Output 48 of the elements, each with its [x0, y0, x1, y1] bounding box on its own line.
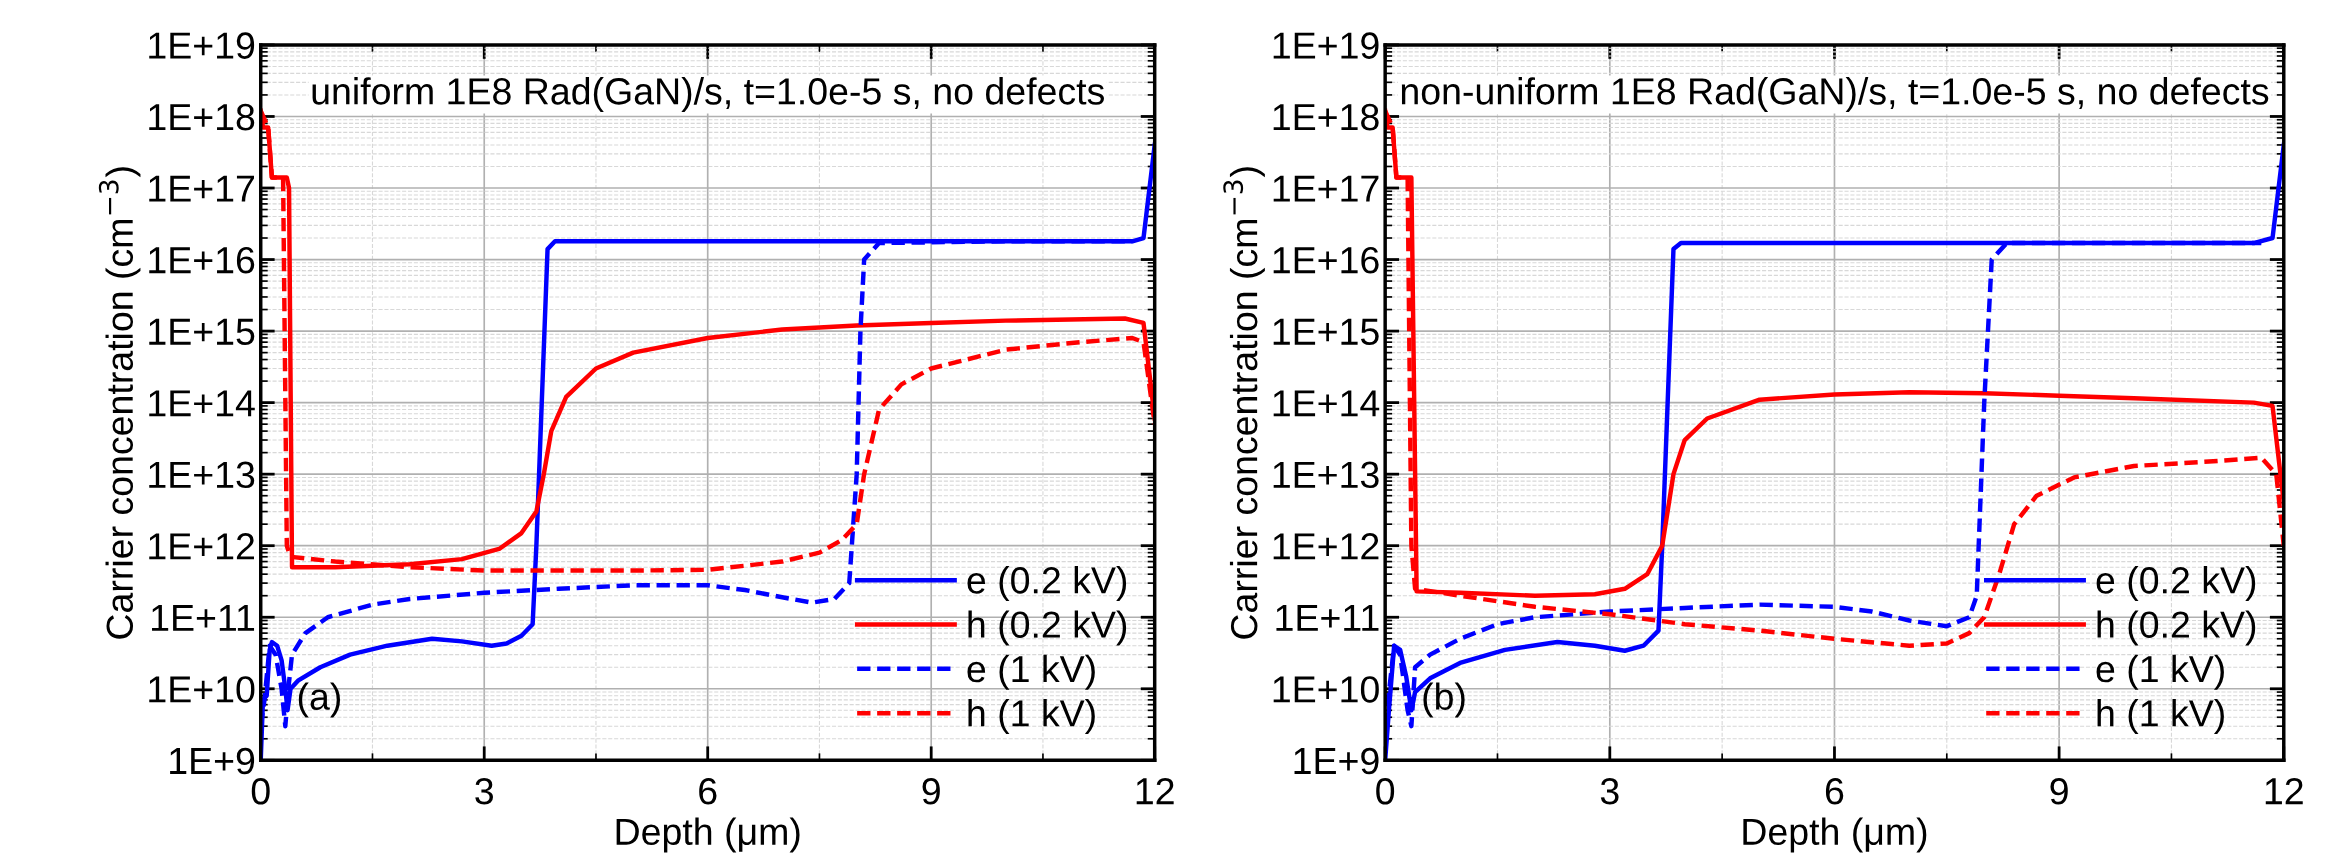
legend-label: h (1 kV): [968, 699, 1095, 735]
y-tick-label: 1E+17: [1273, 175, 1379, 202]
y-tick-label: 1E+15: [1273, 318, 1379, 346]
x-axis-title: Depth (μm): [1743, 817, 1927, 853]
y-tick-label: 1E+14: [1273, 390, 1380, 417]
annotation: (b): [1423, 682, 1465, 718]
legend-label: h (0.2 kV): [2097, 610, 2256, 646]
y-axis-title: Carrier concentration (cm$^{−3}$): [98, 167, 141, 639]
y-tick-label: 1E+18: [1273, 103, 1379, 131]
y-tick-label: 1E+13: [1273, 461, 1379, 489]
x-tick-label: 3: [475, 777, 493, 805]
legend-label: e (0.2 kV): [2096, 566, 2256, 602]
y-tick-label: 1E+14: [149, 390, 255, 417]
x-tick-label: 6: [1825, 777, 1844, 805]
legend-label: e (0.2 kV): [967, 566, 1127, 602]
y-tick-label: 1E+19: [149, 32, 255, 59]
y-tick-label: 1E+15: [149, 318, 255, 346]
x-tick-label: 9: [2050, 777, 2068, 805]
x-tick-label: 0: [251, 777, 270, 805]
x-tick-label: 6: [699, 777, 717, 805]
x-tick-label: 0: [1376, 777, 1395, 805]
y-tick-label: 1E+18: [149, 103, 255, 131]
y-tick-label: 1E+12: [149, 533, 254, 560]
annotation: non-uniform 1E8 Rad(GaN)/s, t=1.0e-5 s, no defects: [1401, 77, 2269, 113]
x-tick-label: 3: [1600, 777, 1619, 805]
legend-label: e (1 kV): [967, 654, 1095, 690]
y-tick-label: 1E+12: [1273, 533, 1379, 560]
y-tick-label: 1E+10: [1273, 676, 1379, 703]
y-tick-label: 1E+16: [1273, 246, 1379, 274]
x-axis-title: Depth (μm): [616, 817, 800, 853]
y-tick-label: 1E+19: [1273, 32, 1379, 59]
y-axis-title: Carrier concentration (cm$^{−3}$): [1223, 167, 1265, 639]
x-tick-label: 12: [1136, 777, 1174, 805]
y-tick-label: 1E+17: [149, 175, 254, 202]
y-tick-label: 1E+16: [149, 246, 255, 274]
x-tick-label: 9: [922, 777, 940, 805]
x-tick-label: 12: [2265, 777, 2303, 805]
legend-label: e (1 kV): [2096, 654, 2224, 690]
legend-label: h (0.2 kV): [968, 610, 1127, 646]
y-tick-label: 1E+9: [1294, 747, 1379, 775]
legend-label: h (1 kV): [2097, 699, 2224, 735]
annotation: uniform 1E8 Rad(GaN)/s, t=1.0e-5 s, no defects: [312, 77, 1104, 113]
y-tick-label: 1E+9: [170, 747, 255, 775]
y-tick-label: 1E+11: [152, 605, 255, 631]
y-tick-label: 1E+11: [1276, 605, 1379, 631]
y-tick-label: 1E+13: [149, 461, 255, 489]
annotation: (a): [298, 682, 340, 718]
y-tick-label: 1E+10: [149, 676, 255, 703]
